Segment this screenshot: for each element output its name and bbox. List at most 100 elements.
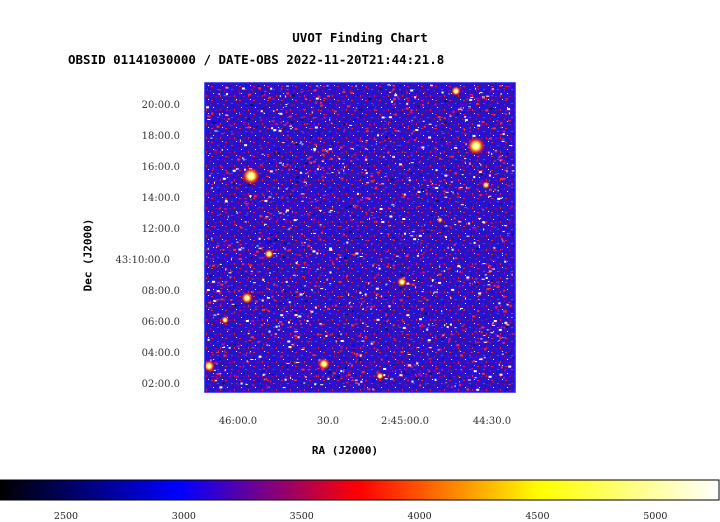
noise-speckle <box>490 280 493 282</box>
noise-speckle <box>256 245 259 247</box>
noise-speckle <box>483 335 486 336</box>
noise-speckle <box>355 205 357 207</box>
noise-speckle <box>355 157 357 159</box>
noise-speckle <box>376 332 378 334</box>
noise-speckle <box>208 182 210 185</box>
noise-speckle <box>464 207 468 209</box>
noise-speckle <box>287 378 289 380</box>
noise-speckle <box>386 257 389 259</box>
noise-speckle <box>365 130 369 133</box>
noise-speckle <box>219 110 222 113</box>
noise-speckle <box>319 134 320 136</box>
noise-speckle <box>335 304 337 307</box>
noise-speckle <box>320 288 324 290</box>
noise-speckle <box>361 172 363 174</box>
noise-speckle <box>241 263 244 266</box>
noise-speckle <box>249 273 253 275</box>
noise-speckle <box>320 323 323 326</box>
noise-speckle <box>261 246 265 248</box>
noise-speckle <box>340 296 344 298</box>
noise-speckle <box>312 250 316 253</box>
noise-speckle <box>449 377 451 380</box>
noise-speckle <box>326 85 329 87</box>
noise-speckle <box>493 284 496 287</box>
noise-speckle <box>339 256 342 258</box>
noise-speckle <box>361 306 363 309</box>
noise-speckle <box>339 157 341 160</box>
noise-speckle <box>302 276 305 278</box>
noise-speckle <box>414 310 418 312</box>
noise-speckle <box>285 314 288 316</box>
noise-speckle <box>372 217 376 219</box>
noise-speckle <box>421 291 424 293</box>
noise-speckle <box>225 114 229 116</box>
noise-speckle <box>288 346 292 348</box>
noise-speckle <box>306 340 310 342</box>
noise-speckle <box>492 310 494 313</box>
noise-speckle <box>481 275 483 278</box>
noise-speckle <box>457 196 460 198</box>
noise-speckle <box>248 340 252 342</box>
noise-speckle <box>256 126 258 129</box>
noise-speckle <box>486 319 488 321</box>
noise-speckle <box>316 85 319 87</box>
noise-speckle <box>223 350 226 353</box>
noise-speckle <box>472 283 474 285</box>
noise-speckle <box>498 328 502 331</box>
noise-speckle <box>207 192 209 194</box>
noise-speckle <box>396 145 400 146</box>
noise-speckle <box>357 192 359 195</box>
noise-speckle <box>225 87 229 89</box>
noise-speckle <box>298 295 300 298</box>
noise-speckle <box>450 129 452 131</box>
noise-speckle <box>241 87 245 90</box>
noise-speckle <box>320 231 323 234</box>
noise-speckle <box>390 261 393 263</box>
noise-speckle <box>316 268 319 270</box>
noise-speckle <box>511 164 514 166</box>
noise-speckle <box>484 172 488 174</box>
noise-speckle <box>359 256 363 257</box>
noise-speckle <box>486 95 490 97</box>
noise-speckle <box>365 158 368 161</box>
noise-speckle <box>478 88 479 90</box>
noise-speckle <box>394 338 396 341</box>
noise-speckle <box>344 382 346 385</box>
noise-speckle <box>308 250 311 252</box>
noise-speckle <box>349 124 353 126</box>
noise-speckle <box>381 141 383 143</box>
noise-speckle <box>269 213 273 215</box>
noise-speckle <box>445 195 447 197</box>
noise-speckle <box>316 252 319 255</box>
noise-speckle <box>397 324 399 327</box>
noise-speckle <box>430 84 433 86</box>
noise-speckle <box>366 153 368 155</box>
noise-speckle <box>212 317 215 319</box>
noise-speckle <box>483 228 484 231</box>
noise-speckle <box>276 255 278 257</box>
noise-speckle <box>384 164 387 166</box>
noise-speckle <box>490 332 494 334</box>
noise-speckle <box>266 176 270 177</box>
noise-speckle <box>267 237 271 240</box>
noise-speckle <box>395 113 397 116</box>
noise-speckle <box>251 155 253 157</box>
noise-speckle <box>268 196 272 198</box>
noise-speckle <box>372 264 374 267</box>
noise-speckle <box>474 227 477 230</box>
noise-speckle <box>487 139 489 140</box>
noise-speckle <box>296 264 300 266</box>
noise-speckle <box>404 377 407 379</box>
noise-speckle <box>406 91 408 94</box>
noise-speckle <box>265 378 268 381</box>
noise-speckle <box>386 245 389 247</box>
noise-speckle <box>498 339 500 341</box>
noise-speckle <box>286 85 289 87</box>
noise-speckle <box>428 123 432 125</box>
noise-speckle <box>283 218 285 220</box>
noise-speckle <box>268 330 271 333</box>
noise-speckle <box>339 146 343 149</box>
noise-speckle <box>223 354 227 357</box>
noise-speckle <box>387 133 391 134</box>
noise-speckle <box>212 280 216 283</box>
